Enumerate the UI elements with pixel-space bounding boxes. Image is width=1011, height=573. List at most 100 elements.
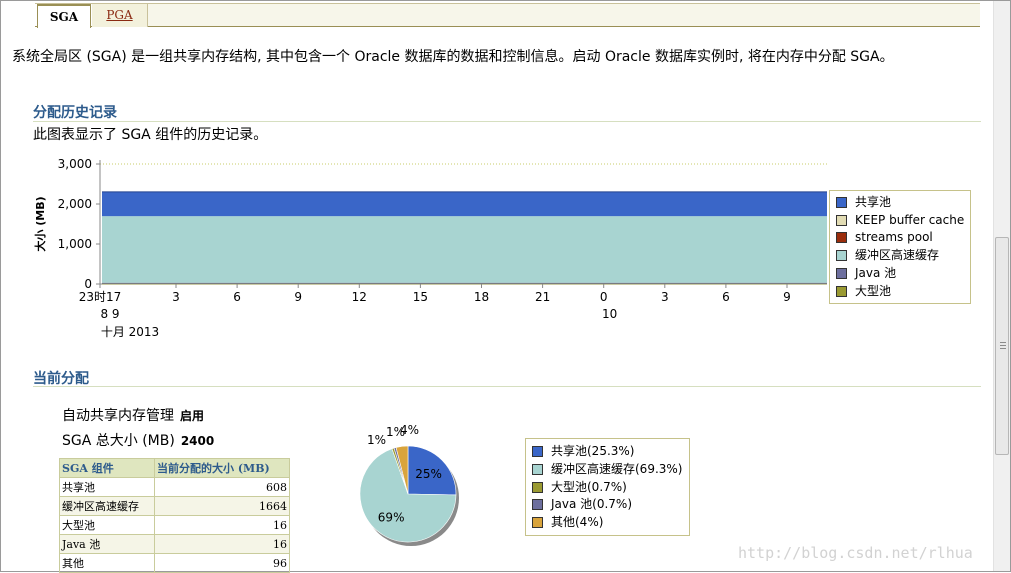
current-heading: 当前分配 xyxy=(33,371,89,387)
x-tick-label: 3 xyxy=(172,290,180,304)
history-chart-legend: 共享池 KEEP buffer cache streams pool 缓冲区高速缓存 J… xyxy=(829,190,971,304)
auto-memory-label: 自动共享内存管理 xyxy=(62,408,174,424)
x-tick-label: 3 xyxy=(661,290,669,304)
pie-slice-label: 25% xyxy=(415,467,442,481)
tab-bar-top-border xyxy=(35,3,980,4)
y-axis-label: 大小 (MB) xyxy=(33,196,47,251)
sga-total-value: 2400 xyxy=(180,434,215,448)
legend-item: streams pool xyxy=(836,229,933,245)
legend-label: 其他(4%) xyxy=(551,515,604,530)
scrollbar-grip xyxy=(1000,348,1006,349)
table-row: 缓冲区高速缓存 1664 xyxy=(59,496,290,516)
tab-sga[interactable]: SGA xyxy=(37,4,91,28)
tab-bar: SGA PGA xyxy=(0,0,990,30)
pie-outer-label: 1% xyxy=(386,425,405,439)
watermark-text: http://blog.csdn.net/rlhua xyxy=(738,544,973,562)
table-cell-size: 16 xyxy=(154,515,290,535)
legend-item: Java 池(0.7%) xyxy=(532,496,632,512)
legend-item: 大型池 xyxy=(836,283,891,299)
x-tick-label: 0 xyxy=(600,290,608,304)
legend-item: 大型池(0.7%) xyxy=(532,479,627,495)
x-sub-label: 8 9 xyxy=(100,307,119,321)
legend-swatch xyxy=(836,214,847,226)
legend-swatch xyxy=(836,267,847,279)
table-cell-component: Java 池 xyxy=(59,534,155,554)
tab-pga[interactable]: PGA xyxy=(92,4,148,27)
x-tick-label: 21 xyxy=(535,290,550,304)
history-heading: 分配历史记录 xyxy=(33,105,117,121)
legend-label: 大型池(0.7%) xyxy=(551,479,627,494)
x-tick-label: 6 xyxy=(233,290,241,304)
table-row: 其他 96 xyxy=(59,553,290,573)
history-divider xyxy=(33,121,981,122)
y-tick-label: 1,000 xyxy=(58,237,92,251)
legend-swatch xyxy=(836,285,847,297)
table-row: 大型池 16 xyxy=(59,515,290,535)
legend-swatch xyxy=(836,197,847,208)
table-cell-component: 其他 xyxy=(59,553,155,573)
y-tick-label: 0 xyxy=(84,277,92,291)
legend-label: 缓冲区高速缓存(69.3%) xyxy=(551,461,683,476)
legend-label: Java 池(0.7%) xyxy=(551,497,633,512)
legend-label: streams pool xyxy=(855,230,933,245)
x-tick-label: 12 xyxy=(352,290,367,304)
current-divider xyxy=(33,386,981,387)
table-cell-component: 共享池 xyxy=(59,477,155,497)
table-header-size: 当前分配的大小 (MB) xyxy=(154,458,290,478)
scrollbar-grip xyxy=(1000,342,1006,343)
pie-chart-legend: 共享池(25.3%) 缓冲区高速缓存(69.3%) 大型池(0.7%) Java 池(… xyxy=(525,438,690,536)
legend-swatch xyxy=(532,446,543,457)
legend-item: 其他(4%) xyxy=(532,514,603,530)
x-sub-label: 10 xyxy=(602,307,617,321)
legend-swatch xyxy=(836,232,847,244)
x-tick-label: 15 xyxy=(413,290,428,304)
y-tick-label: 2,000 xyxy=(58,197,92,211)
table-cell-size: 608 xyxy=(154,477,290,497)
table-cell-size: 96 xyxy=(154,553,290,573)
legend-swatch xyxy=(532,463,543,475)
legend-label: 共享池 xyxy=(855,195,892,209)
history-area-chart: 3,000 2,000 1,000 0 大小 (MB) 23时17 3 6 9 12 15 18 21 0… xyxy=(33,157,827,339)
tab-bar-fill xyxy=(148,4,980,26)
intro-text: 系统全局区 (SGA) 是一组共享内存结构, 其中包含一个 Oracle 数据库… xyxy=(12,49,894,65)
legend-label: 大型池 xyxy=(855,283,892,298)
auto-memory-value: 启用 xyxy=(180,409,205,423)
current-allocation-pie-chart: 25%69%1%1%4% xyxy=(359,423,459,546)
history-description: 此图表显示了 SGA 组件的历史记录。 xyxy=(33,127,268,143)
legend-label: KEEP buffer cache xyxy=(855,212,965,227)
legend-swatch xyxy=(532,517,543,529)
legend-item: 共享池(25.3%) xyxy=(532,443,635,459)
x-tick-label: 9 xyxy=(783,290,791,304)
area-series xyxy=(102,283,827,285)
table-cell-component: 大型池 xyxy=(59,515,155,535)
legend-item: 共享池 xyxy=(836,194,891,210)
legend-item: KEEP buffer cache xyxy=(836,212,964,228)
legend-label: 共享池(25.3%) xyxy=(551,444,635,458)
legend-label: Java 池 xyxy=(855,265,897,280)
pie-slice-label: 69% xyxy=(378,510,405,524)
scrollbar-grip xyxy=(1000,345,1006,346)
area-series xyxy=(102,282,827,284)
x-tick-label: 23时17 xyxy=(79,290,122,304)
table-cell-size: 16 xyxy=(154,534,290,554)
table-cell-component: 缓冲区高速缓存 xyxy=(59,496,155,516)
legend-swatch xyxy=(532,481,543,493)
table-row: 共享池 608 xyxy=(59,477,290,497)
legend-item: Java 池 xyxy=(836,265,896,281)
table-row: Java 池 16 xyxy=(59,534,290,554)
legend-swatch xyxy=(532,499,543,511)
x-tick-label: 6 xyxy=(722,290,730,304)
pie-slice xyxy=(359,448,457,543)
sga-total-label: SGA 总大小 (MB) xyxy=(62,433,175,449)
table-cell-size: 1664 xyxy=(154,496,290,516)
area-series xyxy=(102,191,827,217)
pie-slice xyxy=(395,445,409,495)
pie-outer-label: 4% xyxy=(400,423,419,437)
legend-item: 缓冲区高速缓存 xyxy=(836,247,939,263)
tab-bar-underline xyxy=(35,26,980,27)
sga-component-table: SGA 组件 当前分配的大小 (MB) 共享池 608 缓冲区高速缓存 1664 大… xyxy=(59,458,290,573)
table-header-component: SGA 组件 xyxy=(59,458,155,478)
scrollbar-thumb[interactable] xyxy=(995,237,1009,455)
sga-total-row: SGA 总大小 (MB) 2400 xyxy=(62,430,214,450)
vertical-scrollbar[interactable] xyxy=(993,1,1010,571)
